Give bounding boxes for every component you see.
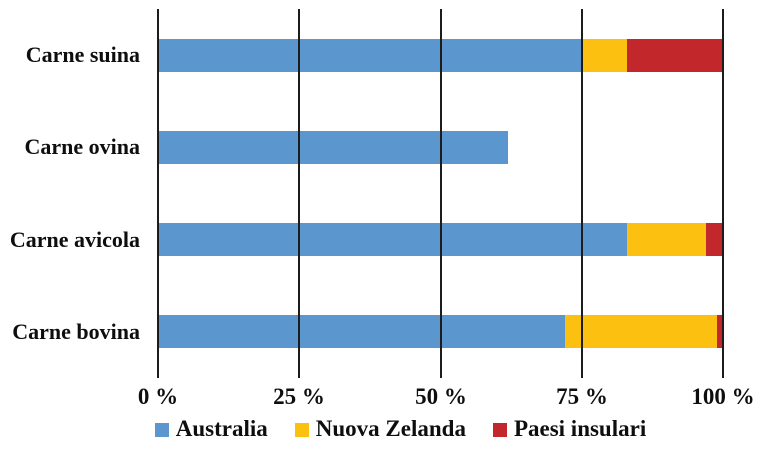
legend: Australia Nuova Zelanda Paesi insulari (0, 415, 769, 443)
legend-item-paesi-insulari: Paesi insulari (492, 415, 647, 443)
paesi-insulari-swatch-icon (492, 423, 507, 438)
bar-row (158, 130, 723, 164)
plot-area (157, 9, 724, 378)
bar-segment (158, 130, 509, 164)
x-tick-100: 100 % (691, 384, 755, 409)
legend-label: Nuova Zelanda (315, 416, 466, 441)
gridline-0 (298, 9, 301, 378)
bar-segment (626, 38, 723, 72)
category-label-carne-ovina: Carne ovina (24, 134, 141, 159)
legend-label: Paesi insulari (513, 416, 647, 441)
bar-segment (706, 223, 723, 257)
bar-segment (564, 315, 718, 349)
category-label-carne-suina: Carne suina (25, 42, 140, 67)
gridline-25 (439, 9, 442, 378)
category-label-carne-avicola: Carne avicola (9, 227, 140, 252)
x-tick-50: 50 % (415, 384, 467, 409)
bar-row (158, 315, 723, 349)
x-tick-25: 25 % (273, 384, 325, 409)
bar-segment (581, 38, 627, 72)
bar-segment (158, 38, 582, 72)
bar-segment (717, 315, 723, 349)
gridline-100 (157, 9, 159, 378)
bar-segment (626, 223, 707, 257)
category-label-carne-bovina: Carne bovina (12, 319, 140, 344)
bar-segment (158, 223, 627, 257)
legend-item-nuova-zelanda: Nuova Zelanda (294, 415, 466, 443)
nuova-zelanda-swatch-icon (294, 423, 309, 438)
x-tick-0: 0 % (137, 384, 179, 409)
legend-label: Australia (175, 416, 268, 441)
legend-item-australia: Australia (154, 415, 268, 443)
bar-segment (158, 315, 565, 349)
bar-row (158, 38, 723, 72)
bar-row (158, 223, 723, 257)
x-tick-75: 75 % (556, 384, 608, 409)
gridline-50 (580, 9, 583, 378)
gridline-75 (722, 9, 724, 378)
australia-swatch-icon (154, 423, 169, 438)
